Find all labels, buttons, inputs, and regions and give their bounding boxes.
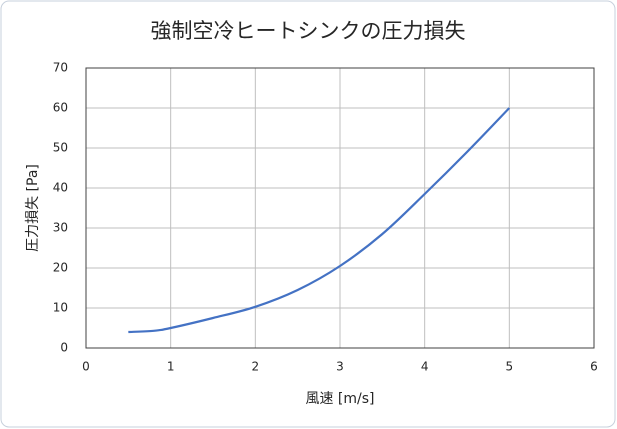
chart-title: 強制空冷ヒートシンクの圧力損失 [151,19,466,43]
y-tick-label: 20 [53,261,68,275]
x-tick-label: 1 [167,360,175,374]
y-tick-label: 0 [60,341,68,355]
y-tick-label: 60 [53,101,68,115]
x-tick-label: 5 [506,360,514,374]
x-tick-label: 6 [590,360,598,374]
x-tick-label: 0 [82,360,90,374]
data-line [128,107,511,334]
y-tick-label: 30 [53,221,68,235]
y-axis-label: 圧力損失 [Pa] [25,164,41,252]
x-tick-label: 2 [252,360,260,374]
x-tick-label: 4 [421,360,429,374]
y-tick-label: 50 [53,141,68,155]
y-tick-label: 10 [53,301,68,315]
y-tick-label: 40 [53,181,68,195]
plot-area [85,67,595,349]
y-tick-label: 70 [53,61,68,75]
x-tick-label: 3 [336,360,344,374]
x-axis-label: 風速 [m/s] [305,391,374,407]
